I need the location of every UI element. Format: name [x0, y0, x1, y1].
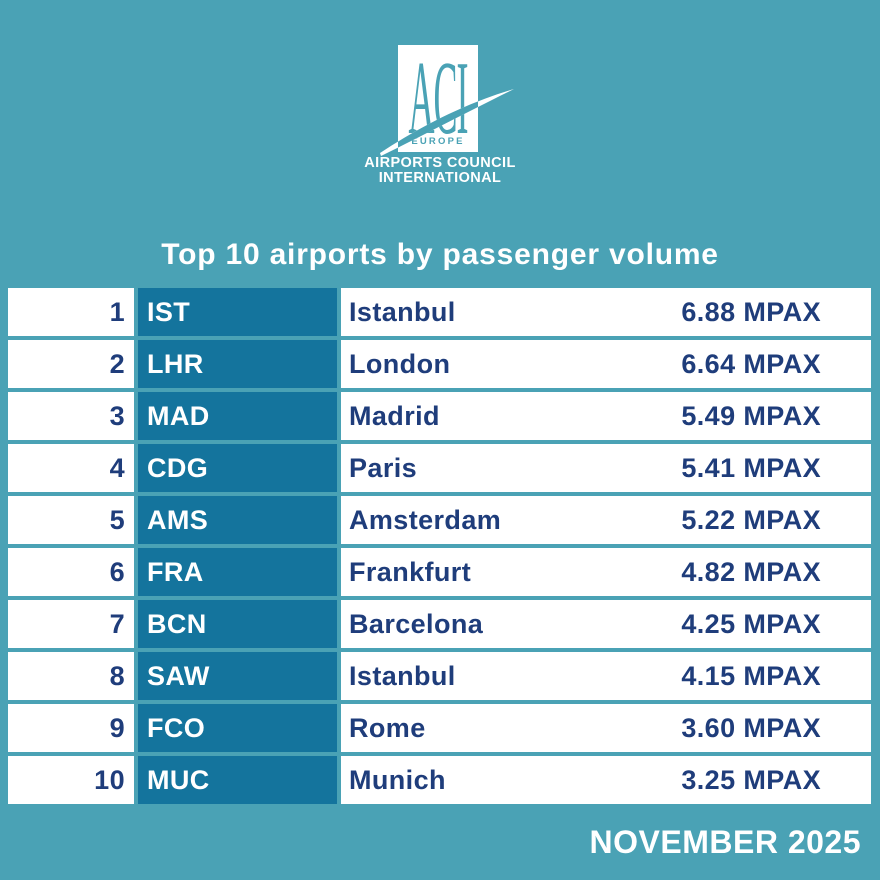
city-label: Rome: [349, 713, 426, 743]
airport-code-cell: FCO: [138, 704, 337, 752]
logo-region-label: EUROPE: [411, 136, 464, 147]
airport-code-cell: BCN: [138, 600, 337, 648]
rank-cell: 7: [8, 600, 134, 648]
logo-org-name: AIRPORTS COUNCIL INTERNATIONAL: [0, 156, 880, 186]
rank-cell: 6: [8, 548, 134, 596]
city-label: Munich: [349, 765, 446, 795]
volume-label: 5.22 MPAX: [681, 505, 821, 535]
rank-cell: 3: [8, 392, 134, 440]
city-volume-cell: Istanbul 6.88 MPAX: [341, 288, 871, 336]
city-label: Amsterdam: [349, 505, 502, 535]
city-label: Paris: [349, 453, 418, 483]
table-row: 8 SAW Istanbul 4.15 MPAX: [8, 652, 871, 700]
volume-label: 4.82 MPAX: [681, 557, 821, 587]
volume-label: 4.25 MPAX: [681, 609, 821, 639]
city-label: Istanbul: [349, 661, 456, 691]
rank-cell: 10: [8, 756, 134, 804]
table-row: 7 BCN Barcelona 4.25 MPAX: [8, 600, 871, 648]
rank-cell: 2: [8, 340, 134, 388]
airport-code-cell: IST: [138, 288, 337, 336]
logo-org-line1: AIRPORTS COUNCIL: [364, 155, 516, 171]
city-label: London: [349, 349, 451, 379]
table-row: 10 MUC Munich 3.25 MPAX: [8, 756, 871, 804]
swoosh-inner-icon: [398, 101, 478, 148]
city-volume-cell: Barcelona 4.25 MPAX: [341, 600, 871, 648]
table-row: 5 AMS Amsterdam 5.22 MPAX: [8, 496, 871, 544]
city-volume-cell: London 6.64 MPAX: [341, 340, 871, 388]
table-row: 1 IST Istanbul 6.88 MPAX: [8, 288, 871, 336]
airport-code-cell: SAW: [138, 652, 337, 700]
volume-label: 6.64 MPAX: [681, 349, 821, 379]
table-row: 4 CDG Paris 5.41 MPAX: [8, 444, 871, 492]
airport-code-cell: LHR: [138, 340, 337, 388]
city-label: Barcelona: [349, 609, 484, 639]
airports-table: 1 IST Istanbul 6.88 MPAX 2 LHR London 6.…: [8, 288, 871, 808]
city-label: Istanbul: [349, 297, 456, 327]
airport-code-cell: FRA: [138, 548, 337, 596]
volume-label: 6.88 MPAX: [681, 297, 821, 327]
page-title: Top 10 airports by passenger volume: [161, 238, 719, 271]
city-volume-cell: Amsterdam 5.22 MPAX: [341, 496, 871, 544]
rank-cell: 5: [8, 496, 134, 544]
airport-code-cell: MAD: [138, 392, 337, 440]
city-label: Madrid: [349, 401, 440, 431]
airport-code-cell: AMS: [138, 496, 337, 544]
volume-label: 3.25 MPAX: [681, 765, 821, 795]
rank-cell: 9: [8, 704, 134, 752]
volume-label: 5.49 MPAX: [681, 401, 821, 431]
logo-org-line2: INTERNATIONAL: [378, 170, 502, 186]
rank-cell: 8: [8, 652, 134, 700]
table-row: 2 LHR London 6.64 MPAX: [8, 340, 871, 388]
city-volume-cell: Munich 3.25 MPAX: [341, 756, 871, 804]
volume-label: 4.15 MPAX: [681, 661, 821, 691]
city-volume-cell: Madrid 5.49 MPAX: [341, 392, 871, 440]
period-label: NOVEMBER 2025: [589, 824, 861, 860]
aci-logo: ACI EUROPE: [380, 39, 514, 156]
rank-cell: 1: [8, 288, 134, 336]
airport-code-cell: MUC: [138, 756, 337, 804]
city-volume-cell: Paris 5.41 MPAX: [341, 444, 871, 492]
volume-label: 5.41 MPAX: [681, 453, 821, 483]
table-row: 6 FRA Frankfurt 4.82 MPAX: [8, 548, 871, 596]
city-label: Frankfurt: [349, 557, 472, 587]
rank-cell: 4: [8, 444, 134, 492]
city-volume-cell: Frankfurt 4.82 MPAX: [341, 548, 871, 596]
city-volume-cell: Rome 3.60 MPAX: [341, 704, 871, 752]
city-volume-cell: Istanbul 4.15 MPAX: [341, 652, 871, 700]
airport-code-cell: CDG: [138, 444, 337, 492]
volume-label: 3.60 MPAX: [681, 713, 821, 743]
table-row: 9 FCO Rome 3.60 MPAX: [8, 704, 871, 752]
table-row: 3 MAD Madrid 5.49 MPAX: [8, 392, 871, 440]
